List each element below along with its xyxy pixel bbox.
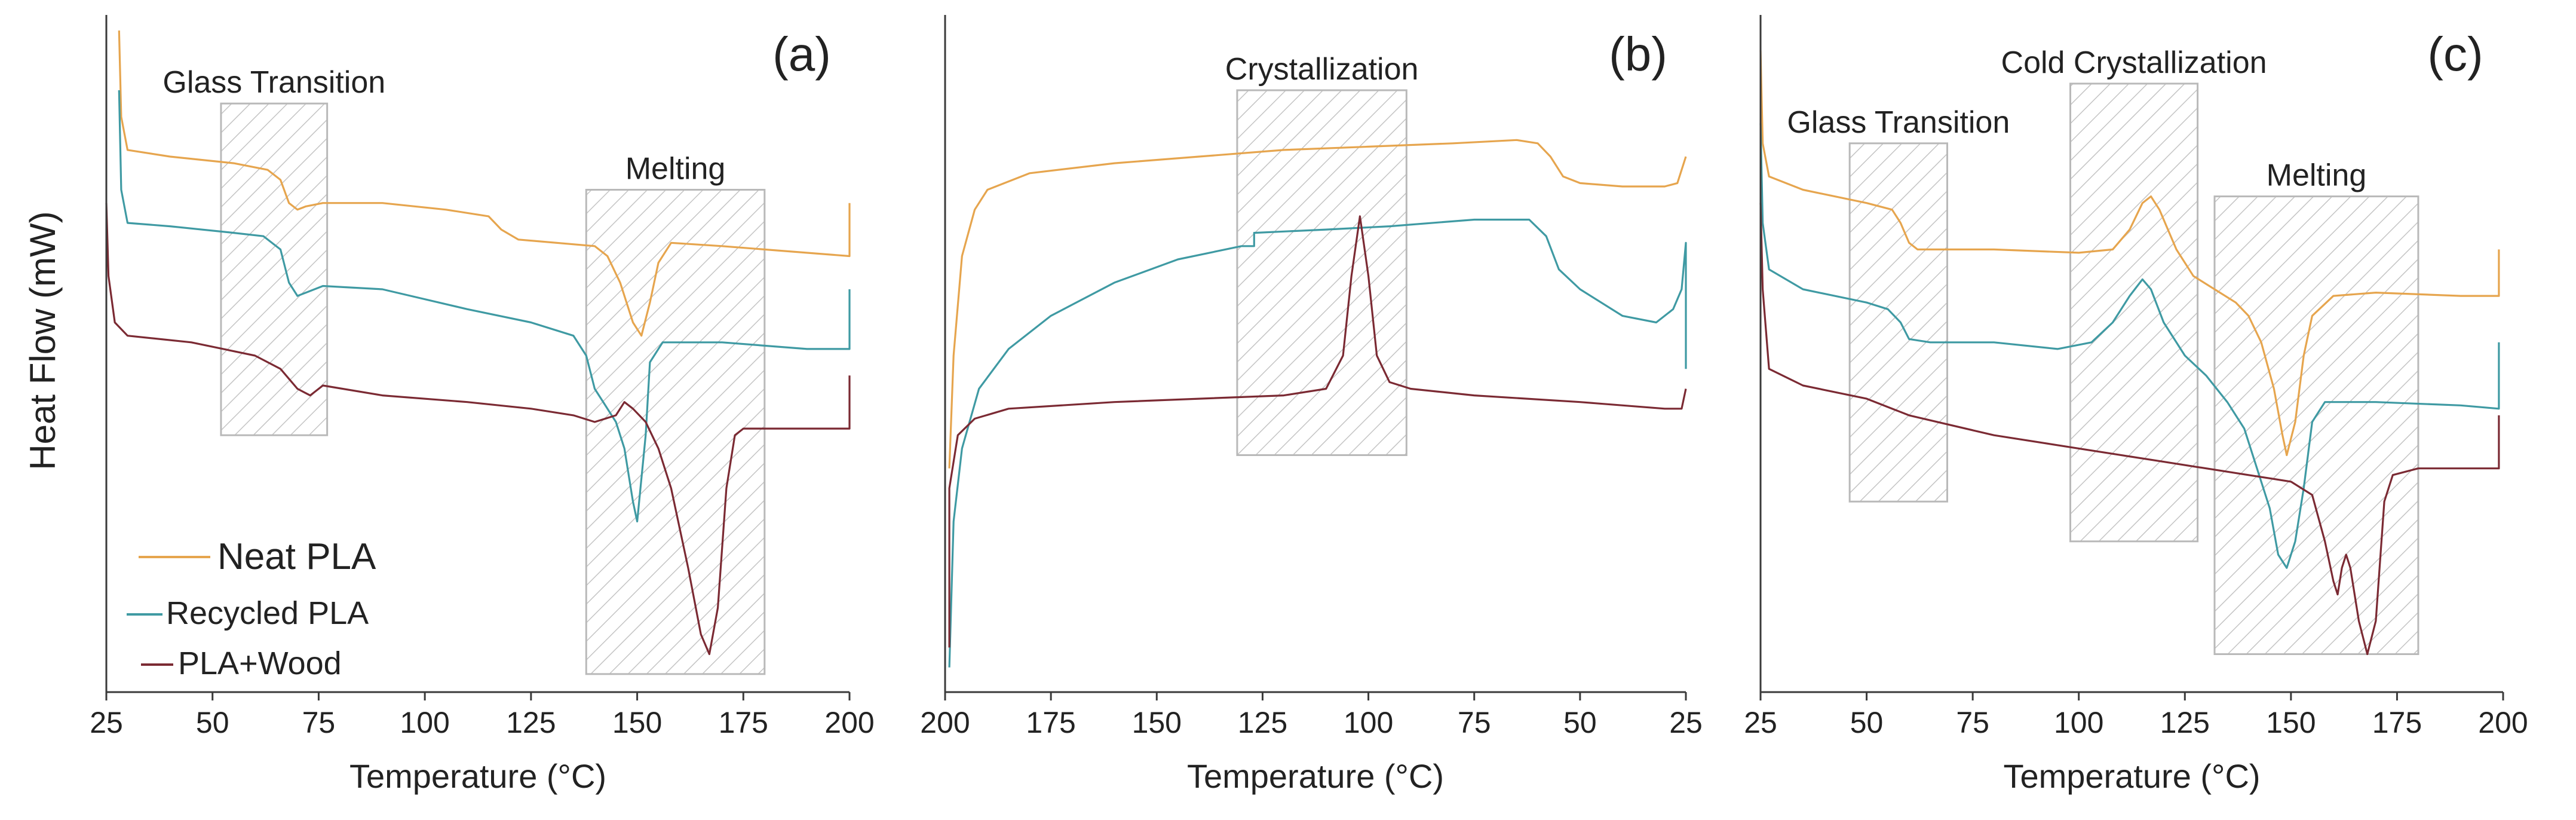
- x-tick-label: 75: [1458, 706, 1491, 739]
- x-tick-label: 150: [1132, 706, 1182, 739]
- x-tick-label: 150: [612, 706, 662, 739]
- legend: Neat PLA Recycled PLA PLA+Wood: [127, 536, 376, 681]
- region-label-melting: Melting: [625, 152, 726, 186]
- region-label-glass-transition: Glass Transition: [1787, 105, 2010, 140]
- legend-label-neat-pla: Neat PLA: [217, 536, 376, 577]
- series-pla-wood: [105, 203, 851, 656]
- panel-a: Glass Transition Melting 25 50 75 100 125 150 17…: [90, 15, 875, 795]
- series-recycled-pla: [118, 90, 851, 523]
- x-tick-label: 100: [2054, 706, 2103, 739]
- region-melting: [2213, 195, 2419, 656]
- region-glass-transition: [220, 102, 329, 436]
- region-label-glass-transition: Glass Transition: [162, 65, 385, 100]
- x-tick-label: 50: [1850, 706, 1884, 739]
- series-neat-pla: [1759, 50, 2500, 457]
- region-glass-transition: [1848, 142, 1949, 503]
- region-label-cold-crystallization: Cold Crystallization: [2001, 45, 2267, 80]
- x-tick-label: 100: [400, 706, 449, 739]
- series-neat-pla: [948, 139, 1687, 469]
- x-tick-label: 25: [1744, 706, 1777, 739]
- legend-label-recycled-pla: Recycled PLA: [166, 595, 369, 631]
- x-tick-label: 200: [2478, 706, 2528, 739]
- series-recycled-pla: [1759, 123, 2500, 569]
- x-tick-label: 75: [302, 706, 336, 739]
- x-tick-label: 125: [2160, 706, 2210, 739]
- panel-label: (b): [1609, 27, 1667, 81]
- x-tick-label: 150: [2266, 706, 2316, 739]
- region-cold-crystallization: [2069, 82, 2199, 543]
- panel-c: Glass Transition Cold Crystallization Melt…: [1744, 15, 2528, 795]
- x-tick-label: 175: [1026, 706, 1075, 739]
- x-tick-label: 25: [1669, 706, 1703, 739]
- x-tick-label: 175: [719, 706, 768, 739]
- panel-label: (c): [2427, 27, 2483, 81]
- x-tick-label: 25: [90, 706, 123, 739]
- x-axis-title: Temperature (°C): [2003, 757, 2260, 795]
- region-melting: [585, 189, 766, 675]
- x-tick-label: 200: [824, 706, 874, 739]
- series-neat-pla: [118, 30, 851, 337]
- x-axis-title: Temperature (°C): [1187, 757, 1444, 795]
- x-tick-label: 75: [1956, 706, 1989, 739]
- x-axis-title: Temperature (°C): [349, 757, 606, 795]
- region-crystallization: [1236, 89, 1407, 456]
- panel-label: (a): [772, 27, 831, 81]
- x-tick-label: 175: [2372, 706, 2422, 739]
- y-axis-label: Heat Flow (mW): [23, 211, 63, 470]
- x-tick-label: 100: [1344, 706, 1393, 739]
- series-pla-wood: [1759, 203, 2500, 656]
- x-tick-label: 50: [196, 706, 229, 739]
- panel-b: Crystallization 200 175 150 125 100 75 50 25 Temp…: [920, 15, 1703, 795]
- x-tick-label: 125: [506, 706, 556, 739]
- legend-label-pla-wood: PLA+Wood: [178, 645, 342, 681]
- x-tick-label: 50: [1563, 706, 1597, 739]
- x-tick-label: 125: [1238, 706, 1287, 739]
- series-pla-wood: [948, 215, 1687, 648]
- x-tick-label: 200: [920, 706, 970, 739]
- region-label-crystallization: Crystallization: [1225, 52, 1419, 87]
- region-label-melting: Melting: [2267, 158, 2367, 193]
